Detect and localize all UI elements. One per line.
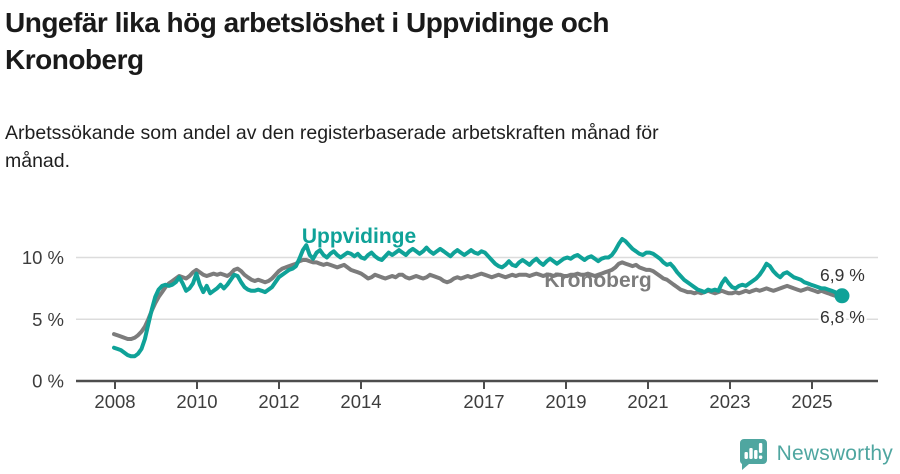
series-label-uppvidinge: Uppvidinge	[302, 225, 416, 248]
x-axis-label: 2023	[709, 391, 750, 412]
series-line-kronoberg	[112, 258, 844, 341]
end-value-label-kronoberg: 6,8 %	[820, 307, 865, 327]
y-axis-label: 10 %	[22, 247, 64, 268]
x-axis-label: 2014	[340, 391, 381, 412]
y-axis-label: 0 %	[32, 371, 64, 392]
x-axis-label: 2010	[176, 391, 217, 412]
chart-subtitle: Arbetssökande som andel av den registerb…	[5, 119, 765, 175]
series-line-uppvidinge	[112, 237, 844, 359]
y-axis-label: 5 %	[32, 309, 64, 330]
title-line-2: Kronoberg	[5, 44, 144, 75]
logo-bubble-shape	[739, 439, 767, 470]
end-value-label-uppvidinge: 6,9 %	[820, 265, 865, 285]
x-axis-label: 2021	[627, 391, 668, 412]
subtitle-line-2: månad.	[5, 150, 71, 172]
x-axis-label: 2008	[94, 391, 135, 412]
title-line-1: Ungefär lika hög arbetslöshet i Uppvidin…	[5, 7, 609, 38]
x-axis-label: 2012	[258, 391, 299, 412]
series-end-dot	[834, 288, 850, 304]
newsworthy-logo[interactable]: Newsworthy	[738, 438, 893, 470]
chart-header: Ungefär lika hög arbetslöshet i Uppvidin…	[5, 4, 765, 175]
newsworthy-logo-icon	[739, 439, 767, 470]
subtitle-line-1: Arbetssökande som andel av den registerb…	[5, 122, 659, 144]
brand-name: Newsworthy	[776, 442, 893, 465]
logo-bars-glyph	[744, 443, 762, 459]
x-axis-label: 2025	[791, 391, 832, 412]
page-title: Ungefär lika hög arbetslöshet i Uppvidin…	[5, 4, 765, 78]
x-axis-label: 2017	[463, 391, 504, 412]
series-label-kronoberg: Kronoberg	[544, 269, 651, 292]
x-axis-label: 2019	[545, 391, 586, 412]
